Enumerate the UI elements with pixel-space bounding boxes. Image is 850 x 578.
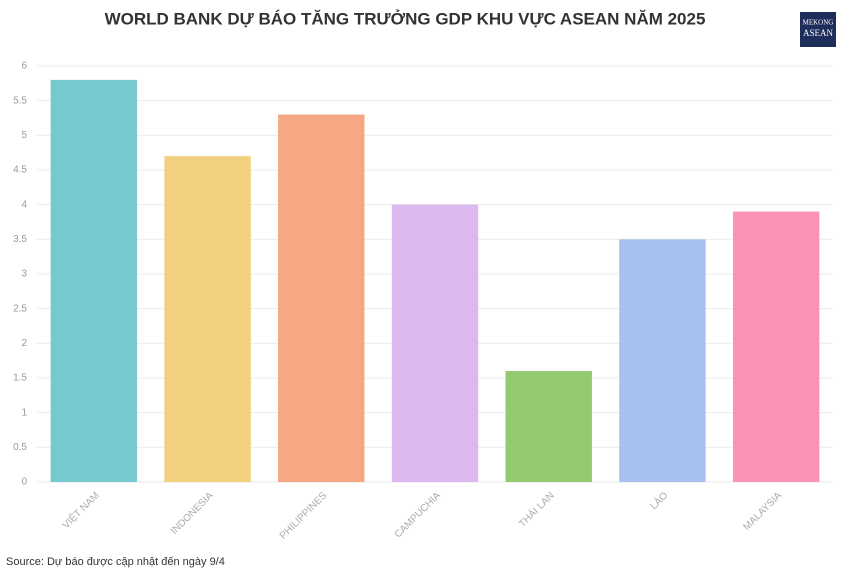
logo-text: ASEAN [803,28,834,38]
y-tick-label: 3.5 [13,234,27,245]
x-tick-label: INDONESIA [169,490,216,537]
bar [278,114,365,483]
y-tick-label: 0.5 [13,442,27,453]
x-tick-label: CAMPUCHIA [393,490,443,540]
y-tick-label: 4 [21,199,27,210]
y-tick-label: 1 [21,407,27,418]
bar [391,204,479,482]
bar [164,156,251,482]
source: Source: Dự báo được cập nhật đến ngày 9/… [6,556,225,568]
bar [505,371,592,482]
y-tick-label: 1.5 [13,373,27,384]
y-tick-label: 0 [21,477,27,488]
y-tick-label: 5 [21,130,27,141]
y-tick-label: 6 [21,61,27,72]
y-tick-label: 3 [21,269,27,280]
logo [800,12,836,47]
logo-text: MEKONG [803,19,834,27]
y-tick-label: 2 [21,338,27,349]
y-tick-label: 2.5 [13,303,27,314]
x-tick-label: THÁI LAN [516,489,557,530]
bar [50,79,138,482]
x-tick-label: VIỆT NAM [59,489,101,531]
y-tick-label: 4.5 [13,165,27,176]
bar [619,239,706,482]
x-tick-label: PHILIPPINES [278,490,330,542]
x-tick-label: LÀO [647,489,670,512]
bar [732,211,820,482]
x-tick-label: MALAYSIA [742,490,785,533]
chart-title: WORLD BANK DỰ BÁO TĂNG TRƯỞNG GDP KHU VỰ… [105,9,706,28]
y-tick-label: 5.5 [13,95,27,106]
